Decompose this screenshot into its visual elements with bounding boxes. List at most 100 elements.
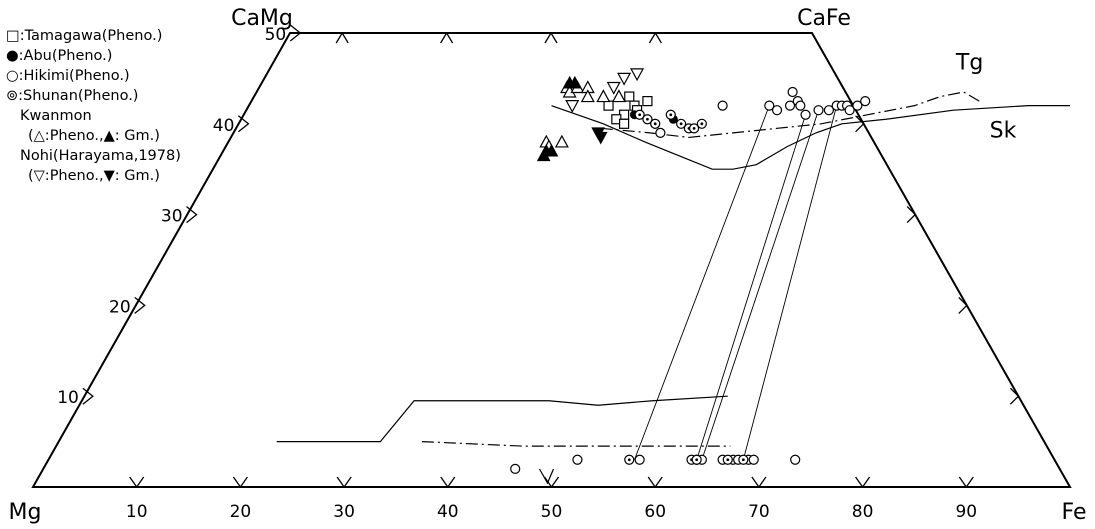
point-hikimi bbox=[771, 105, 783, 116]
x-tick-mark bbox=[751, 476, 767, 489]
v-mark bbox=[538, 468, 555, 485]
point-kwanmon-pheno bbox=[554, 134, 569, 148]
point-shunan-center bbox=[627, 458, 631, 462]
point-shunan-center bbox=[646, 117, 649, 121]
x-tick-mark bbox=[440, 476, 456, 489]
point-nohi-pheno bbox=[617, 72, 632, 86]
y-tick-mark bbox=[186, 206, 198, 224]
x-tick-mark bbox=[336, 476, 352, 489]
legend-entry-shunan: ⊚:Shunan(Pheno.) bbox=[6, 88, 139, 104]
point-hikimi bbox=[795, 100, 806, 111]
top-tick-mark bbox=[440, 31, 454, 44]
y-tick-label: 50 bbox=[265, 25, 287, 45]
top-tick-mark bbox=[544, 31, 558, 44]
x-tick-mark bbox=[958, 476, 974, 489]
x-tick-label: 10 bbox=[126, 502, 148, 522]
legend-entry-kwanmon: Kwanmon bbox=[20, 108, 92, 124]
point-nohi-pheno bbox=[565, 100, 580, 113]
x-tick-label: 70 bbox=[748, 502, 770, 522]
x-tick-mark bbox=[129, 476, 145, 489]
point-tamagawa bbox=[618, 118, 630, 129]
point-tamagawa bbox=[642, 95, 653, 107]
top-tick-mark bbox=[335, 31, 349, 44]
point-hikimi bbox=[510, 463, 521, 474]
point-nohi-gm bbox=[593, 131, 608, 145]
corner-label-fe: Fe bbox=[1062, 500, 1087, 525]
y-tick-mark bbox=[82, 387, 94, 405]
point-shunan-center bbox=[741, 458, 745, 462]
sk-curve bbox=[551, 105, 1070, 170]
point-tamagawa bbox=[603, 100, 614, 111]
point-kwanmon-gm bbox=[567, 75, 582, 89]
point-hikimi bbox=[800, 109, 811, 120]
point-hikimi bbox=[655, 127, 666, 138]
x-tick-label: 90 bbox=[955, 502, 977, 522]
point-shunan-center bbox=[679, 122, 683, 126]
y-tick-mark bbox=[134, 296, 146, 314]
x-tick-label: 50 bbox=[541, 502, 563, 522]
x-tick-label: 40 bbox=[437, 502, 459, 522]
point-nohi-pheno bbox=[606, 81, 621, 95]
legend-entry-abu: ●:Abu(Pheno.) bbox=[6, 48, 113, 64]
legend-entry-kwanmon-detail: (△:Pheno.,▲: Gm.) bbox=[28, 128, 160, 144]
point-shunan-center bbox=[653, 122, 657, 126]
right-tick-mark bbox=[958, 296, 968, 314]
x-tick-label: 30 bbox=[333, 502, 355, 522]
sk-label: Sk bbox=[990, 118, 1017, 143]
point-hikimi bbox=[844, 105, 855, 116]
legend-entry-nohi: Nohi(Harayama,1978) bbox=[20, 148, 181, 164]
right-tick-mark bbox=[906, 206, 917, 224]
point-hikimi bbox=[787, 86, 798, 98]
point-hikimi bbox=[860, 95, 871, 107]
x-tick-mark bbox=[232, 476, 248, 489]
point-hikimi bbox=[764, 100, 775, 111]
y-tick-mark bbox=[289, 24, 302, 42]
right-tick-mark bbox=[1009, 387, 1020, 405]
x-tick-mark bbox=[855, 476, 871, 489]
x-tick-label: 60 bbox=[644, 502, 666, 522]
point-shunan-center bbox=[695, 458, 699, 462]
point-shunan-center bbox=[692, 126, 696, 130]
point-hikimi bbox=[572, 454, 583, 465]
point-hikimi bbox=[823, 105, 834, 116]
tg-label: Tg bbox=[955, 50, 983, 75]
corner-label-cafe: CaFe bbox=[797, 6, 851, 31]
corner-label-camg: CaMg bbox=[231, 6, 293, 31]
point-kwanmon-pheno bbox=[611, 89, 626, 103]
y-tick-label: 10 bbox=[57, 388, 79, 408]
point-nohi-pheno bbox=[630, 68, 645, 82]
legend-entry-nohi-detail: (▽:Pheno.,▼: Gm.) bbox=[28, 168, 160, 184]
point-shunan-center bbox=[669, 113, 673, 117]
point-shunan-center bbox=[638, 113, 642, 117]
x-tick-mark bbox=[647, 476, 663, 489]
quadrilateral-frame bbox=[31, 32, 1072, 488]
legend: □:Tamagawa(Pheno.) ●:Abu(Pheno.) ○:Hikim… bbox=[6, 26, 236, 186]
point-hikimi bbox=[634, 454, 645, 465]
y-tick-mark bbox=[237, 115, 250, 133]
legend-entry-tamagawa: □:Tamagawa(Pheno.) bbox=[6, 28, 163, 44]
point-hikimi bbox=[784, 100, 796, 111]
point-hikimi bbox=[717, 100, 728, 111]
point-hikimi bbox=[748, 454, 759, 465]
point-shunan-center bbox=[700, 122, 704, 126]
right-tick-mark bbox=[855, 115, 865, 133]
x-tick-label: 20 bbox=[230, 502, 252, 522]
point-hikimi bbox=[813, 105, 824, 116]
y-tick-label: 30 bbox=[161, 207, 183, 227]
point-hikimi bbox=[790, 454, 801, 465]
point-kwanmon-gm bbox=[544, 143, 559, 157]
lower-solid-curve bbox=[276, 395, 728, 443]
point-kwanmon-pheno bbox=[596, 89, 611, 103]
corner-label-mg: Mg bbox=[9, 500, 42, 525]
point-hikimi bbox=[852, 100, 863, 111]
top-tick-mark bbox=[648, 31, 662, 44]
tie-line bbox=[742, 105, 838, 460]
y-tick-label: 20 bbox=[109, 297, 131, 317]
x-tick-mark bbox=[543, 476, 560, 489]
point-shunan-center bbox=[726, 458, 730, 462]
tie-line bbox=[634, 105, 770, 460]
legend-entry-hikimi: ○:Hikimi(Pheno.) bbox=[6, 68, 130, 84]
point-kwanmon-pheno bbox=[580, 89, 595, 103]
tie-line bbox=[696, 114, 806, 460]
